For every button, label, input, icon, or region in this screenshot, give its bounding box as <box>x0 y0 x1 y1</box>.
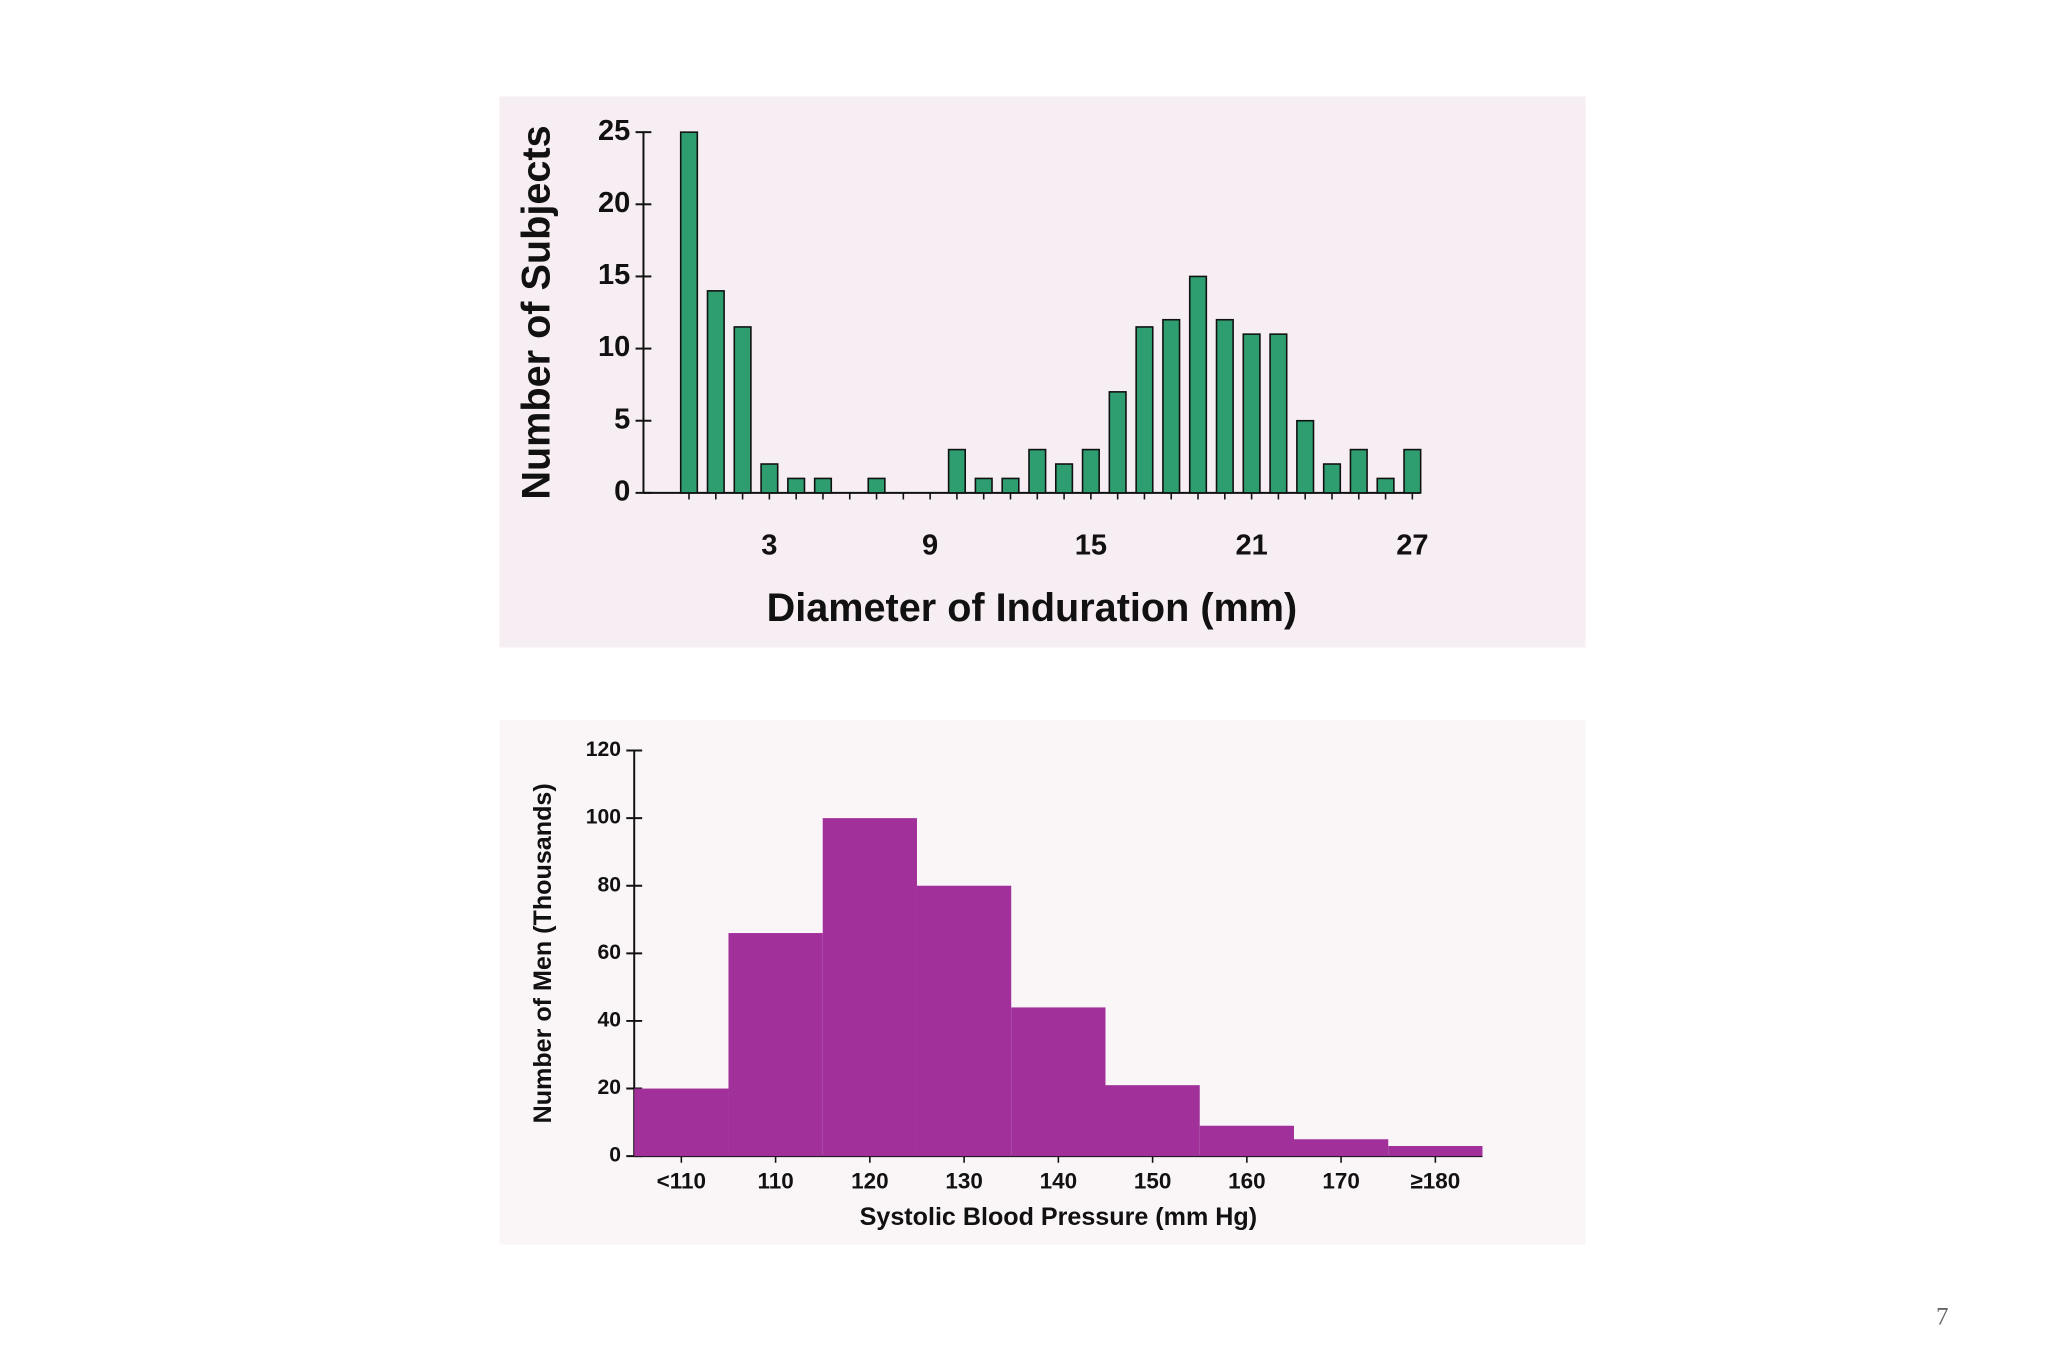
y-tick-label: 0 <box>609 1144 621 1167</box>
bar <box>760 463 779 494</box>
bar <box>1349 448 1368 494</box>
x-tick-label: 130 <box>945 1169 982 1194</box>
bar <box>1269 333 1288 494</box>
x-tick-label: 27 <box>1396 530 1428 562</box>
bar <box>974 477 993 494</box>
bar <box>1108 391 1127 494</box>
y-tick-label: 100 <box>586 806 621 829</box>
bar <box>947 448 967 494</box>
y-tick-label: 20 <box>598 187 630 219</box>
y-tick-label: 10 <box>598 331 630 363</box>
bar <box>1081 448 1100 494</box>
y-tick-label: 60 <box>598 941 622 964</box>
x-tick-label: 3 <box>761 530 777 562</box>
bar <box>1199 1125 1294 1157</box>
bar <box>1028 448 1047 494</box>
x-tick-label: 160 <box>1228 1169 1265 1194</box>
bar <box>1105 1085 1200 1157</box>
y-tick-label: 15 <box>598 259 630 291</box>
bar <box>787 477 806 494</box>
bar <box>1215 318 1234 494</box>
x-tick-label: 9 <box>922 530 938 562</box>
bar <box>1001 477 1020 494</box>
x-tick-label: 21 <box>1235 530 1267 562</box>
page-number: 7 <box>1936 1303 1949 1330</box>
y-tick-label: 40 <box>598 1009 622 1032</box>
bar <box>1403 448 1422 494</box>
bar <box>1011 1007 1106 1157</box>
y-tick-label: 5 <box>614 403 630 435</box>
bar <box>1242 333 1261 494</box>
y-tick-label: 20 <box>598 1076 622 1099</box>
bar <box>1376 477 1395 494</box>
bar <box>733 326 752 494</box>
bar <box>1293 1139 1389 1157</box>
y-tick-label: 80 <box>598 873 622 896</box>
bar <box>1388 1146 1483 1157</box>
bar <box>1162 318 1181 494</box>
bar <box>728 933 823 1157</box>
bar <box>813 477 833 494</box>
bar <box>1322 463 1342 494</box>
x-tick-label: 15 <box>1075 530 1107 562</box>
x-tick-label: ≥180 <box>1410 1169 1460 1194</box>
y-tick-label: 0 <box>614 476 630 508</box>
bar <box>679 131 699 494</box>
bar <box>634 1088 729 1157</box>
x-tick-label: 110 <box>757 1169 793 1194</box>
figure-background <box>499 96 1586 648</box>
x-tick-label: 120 <box>851 1169 888 1194</box>
x-tick-label: 170 <box>1322 1169 1359 1194</box>
x-tick-label: 140 <box>1040 1169 1077 1194</box>
bar <box>822 818 917 1157</box>
bar <box>1054 463 1074 494</box>
bar <box>867 477 886 494</box>
figure-background <box>499 720 1586 1245</box>
bar <box>1296 419 1315 494</box>
y-axis-label: Number of Subjects <box>515 125 559 499</box>
x-axis-label: Diameter of Induration (mm) <box>767 586 1298 630</box>
y-axis-label: Number of Men (Thousands) <box>529 783 557 1123</box>
bar <box>1188 275 1208 494</box>
y-tick-label: 120 <box>586 738 621 761</box>
x-tick-label: <110 <box>657 1169 706 1194</box>
bar <box>1135 326 1154 494</box>
y-tick-label: 25 <box>598 115 630 147</box>
bar <box>706 290 725 494</box>
x-axis-label: Systolic Blood Pressure (mm Hg) <box>860 1203 1257 1231</box>
x-tick-label: 150 <box>1134 1169 1171 1194</box>
bar <box>916 885 1012 1157</box>
